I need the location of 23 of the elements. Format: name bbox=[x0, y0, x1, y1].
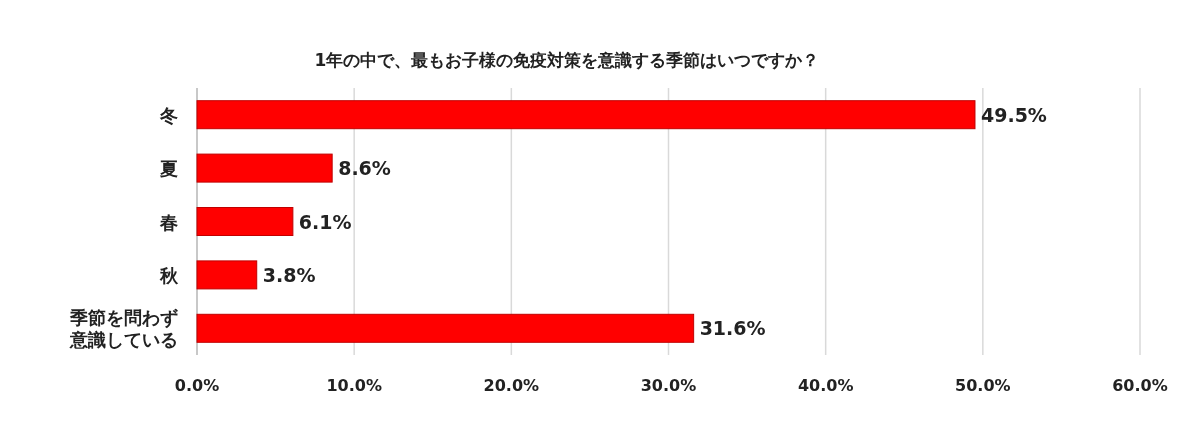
data-label: 6.1% bbox=[298, 210, 352, 233]
x-tick-label: 20.0% bbox=[483, 376, 540, 395]
y-tick-label: 夏 bbox=[159, 158, 178, 180]
bar bbox=[196, 100, 976, 130]
bar bbox=[196, 207, 294, 236]
x-tick-label: 50.0% bbox=[955, 376, 1011, 395]
y-tick-label: 秋 bbox=[159, 264, 179, 286]
data-label: 8.6% bbox=[338, 157, 391, 180]
bar bbox=[196, 313, 695, 343]
y-tick-label: 季節を問わず意識している bbox=[69, 307, 178, 351]
bar bbox=[196, 153, 333, 183]
data-label: 31.6% bbox=[699, 317, 766, 340]
x-tick-label: 30.0% bbox=[640, 376, 697, 395]
x-tick-label: 0.0% bbox=[174, 376, 220, 395]
y-tick-label: 春 bbox=[159, 211, 178, 233]
x-tick-label: 60.0% bbox=[1112, 376, 1168, 395]
chart-title: 1年の中で、最もお子様の免疫対策を意識する季節はいつですか？ bbox=[314, 50, 820, 70]
data-label: 3.8% bbox=[262, 263, 316, 286]
x-tick-label: 10.0% bbox=[326, 376, 382, 395]
bar bbox=[196, 260, 258, 290]
y-tick-label: 冬 bbox=[159, 104, 178, 126]
x-tick-label: 40.0% bbox=[797, 376, 854, 395]
data-label: 49.5% bbox=[980, 103, 1047, 126]
